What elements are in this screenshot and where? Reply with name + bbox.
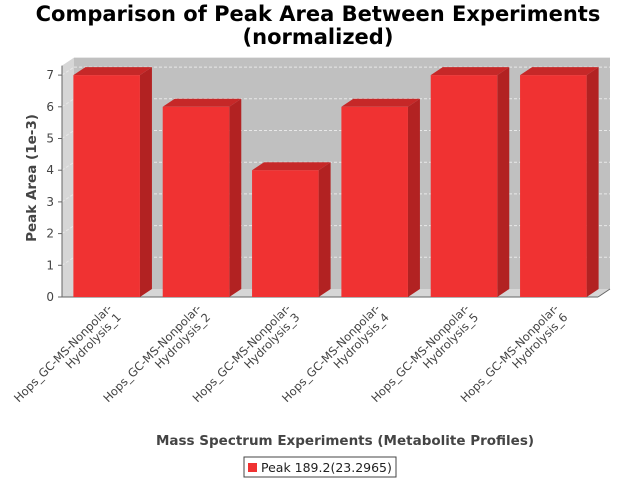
y-tick-label: 4 xyxy=(46,163,54,177)
bar xyxy=(162,106,230,297)
x-tick-label: Hops_GC-MS-Nonpolar- xyxy=(11,301,115,405)
bar-top xyxy=(520,67,599,76)
bar-side xyxy=(318,162,331,297)
bar-top xyxy=(252,162,331,171)
y-tick-label: 2 xyxy=(46,227,54,241)
gridline-side xyxy=(61,98,75,108)
legend-label: Peak 189.2(23.2965) xyxy=(261,460,392,475)
legend-box xyxy=(243,456,397,478)
gridline-side xyxy=(61,66,75,76)
legend-swatch xyxy=(248,463,257,472)
bar-top xyxy=(430,67,510,76)
bar-side xyxy=(497,67,510,297)
bar-top xyxy=(162,98,242,107)
gridline-side xyxy=(61,256,75,266)
gridline-side xyxy=(61,161,75,171)
gridline-side xyxy=(61,130,75,139)
bar-side xyxy=(586,67,599,297)
x-axis-title: Mass Spectrum Experiments (Metabolite Pr… xyxy=(156,433,534,449)
gridline-side xyxy=(61,225,75,235)
bar-top xyxy=(73,67,152,76)
y-tick-label: 7 xyxy=(46,68,54,82)
y-tick-label: 3 xyxy=(46,195,54,209)
plot-area: 01234567Hops_GC-MS-Nonpolar-Hydrolysis_1… xyxy=(11,57,611,405)
y-tick-label: 0 xyxy=(46,290,54,304)
bar xyxy=(430,75,498,297)
bar-side xyxy=(407,98,420,297)
gridline-side xyxy=(61,193,75,203)
y-tick-label: 1 xyxy=(46,258,54,272)
bar-top xyxy=(341,98,420,107)
x-axis-depth-line xyxy=(597,288,611,298)
chart-title-line-2: (normalized) xyxy=(243,25,394,49)
y-tick-label: 5 xyxy=(46,132,54,146)
y-axis-title: Peak Area (1e-3) xyxy=(24,114,40,242)
bar-side xyxy=(229,98,242,297)
legend: Peak 189.2(23.2965) xyxy=(243,456,397,478)
bar xyxy=(341,106,408,297)
bar xyxy=(520,75,587,297)
chart-title-line-1: Comparison of Peak Area Between Experime… xyxy=(36,2,601,26)
y-tick-label: 6 xyxy=(46,100,54,114)
bar xyxy=(73,75,140,297)
plot-left-wall xyxy=(62,57,74,298)
bar xyxy=(252,170,319,297)
bar-side xyxy=(139,67,152,297)
